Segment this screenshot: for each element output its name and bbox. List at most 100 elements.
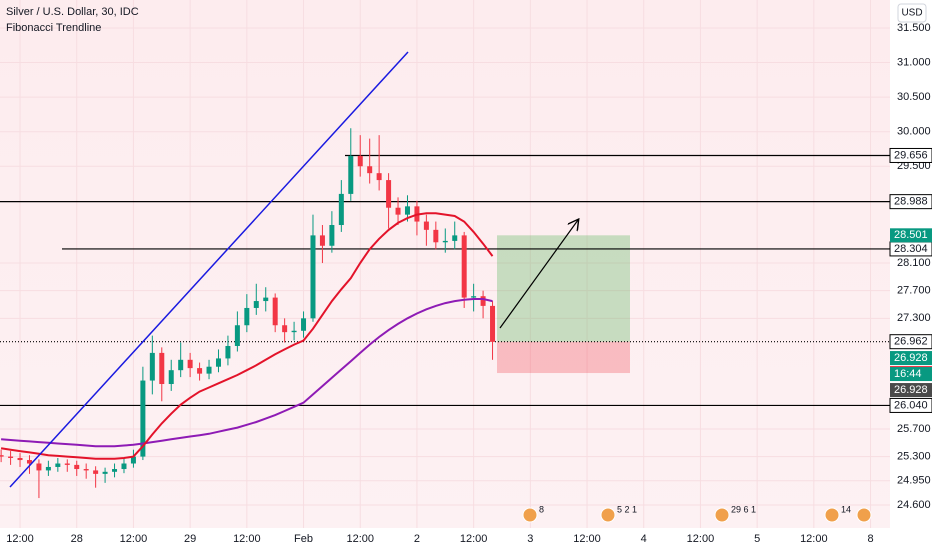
x-tick-label: 12:00 <box>6 533 34 545</box>
price-badge <box>890 383 932 398</box>
x-tick-label: 8 <box>867 533 873 545</box>
event-label: 29 6 1 <box>731 504 756 514</box>
loss-zone <box>497 341 630 374</box>
candle-body <box>215 358 221 367</box>
y-tick-label: 24.950 <box>897 475 931 487</box>
y-tick-label: 28.100 <box>897 257 931 269</box>
candle-body <box>310 235 316 319</box>
x-tick-label: Feb <box>294 533 313 545</box>
y-tick-label: 31.500 <box>897 22 931 34</box>
candle-body <box>187 359 193 369</box>
price-badge-label: 26.928 <box>894 384 928 396</box>
level-badge-label: 28.988 <box>894 196 928 208</box>
y-tick-label: 25.700 <box>897 423 931 435</box>
x-tick-label: 28 <box>71 533 83 545</box>
candle-body <box>442 240 448 243</box>
event-icon <box>824 507 840 523</box>
candle-body <box>253 301 259 308</box>
event-label: 14 <box>841 504 851 514</box>
y-tick-label: 27.300 <box>897 312 931 324</box>
x-tick-label: 12:00 <box>573 533 601 545</box>
x-tick-label: 29 <box>184 533 196 545</box>
candle-body <box>319 235 325 246</box>
x-tick-label: 12:00 <box>800 533 828 545</box>
y-tick-label: 25.300 <box>897 450 931 462</box>
countdown-badge <box>890 367 932 382</box>
x-tick-label: 2 <box>414 533 420 545</box>
indicator-name: Fibonacci Trendline <box>6 22 101 34</box>
candle-body <box>423 221 429 230</box>
candle-body <box>471 296 477 298</box>
y-tick-label: 29.500 <box>897 160 931 172</box>
candle-body <box>130 456 136 464</box>
x-tick-label: 12:00 <box>460 533 488 545</box>
candle-body <box>291 330 297 333</box>
target-badge <box>890 228 932 243</box>
candle-body <box>45 466 51 471</box>
candle-body <box>93 470 99 474</box>
candle-body <box>102 471 108 474</box>
candle-body <box>329 225 335 246</box>
level-badge <box>889 194 932 210</box>
currency-button[interactable] <box>897 3 927 23</box>
candle-body <box>206 366 212 374</box>
candle-body <box>83 469 89 471</box>
time-axis <box>0 528 890 550</box>
candle-body <box>74 464 80 470</box>
countdown-badge-label: 16:44 <box>894 368 922 380</box>
level-badge <box>889 397 932 413</box>
candle-body <box>338 193 344 226</box>
candle-body <box>8 456 14 458</box>
price-axis <box>890 0 932 550</box>
candle-body <box>112 469 118 472</box>
candle-body <box>178 359 184 371</box>
event-icon <box>600 507 616 523</box>
candle-body <box>17 457 23 461</box>
level-badge-label: 29.656 <box>894 149 928 161</box>
candle-body <box>490 305 496 342</box>
x-tick-label: 12:00 <box>687 533 715 545</box>
level-badge <box>889 334 932 350</box>
level-badge <box>889 147 932 163</box>
target-badge-label: 28.501 <box>894 229 928 241</box>
candle-body <box>121 463 127 470</box>
level-badge-label: 26.040 <box>894 399 928 411</box>
x-tick-label: 4 <box>641 533 647 545</box>
candle-body <box>461 235 467 298</box>
candle-body <box>197 368 203 374</box>
y-tick-label: 30.000 <box>897 126 931 138</box>
level-badge-label: 26.962 <box>894 336 928 348</box>
candle-body <box>376 173 382 181</box>
y-tick-label: 24.600 <box>897 499 931 511</box>
candle-body <box>26 460 32 464</box>
y-tick-label: 31.000 <box>897 56 931 68</box>
candle-body <box>357 155 363 167</box>
candle-body <box>225 345 231 359</box>
event-icon <box>714 507 730 523</box>
candle-body <box>140 380 146 457</box>
profit-zone <box>497 235 630 342</box>
event-icon <box>856 507 872 523</box>
candle-body <box>149 352 155 381</box>
trendline <box>9 51 409 488</box>
candle-body <box>395 207 401 215</box>
candle-body <box>263 297 269 302</box>
candle-body <box>36 463 42 471</box>
candle-body <box>55 463 61 467</box>
price-badge <box>890 351 932 366</box>
x-tick-label: 12:00 <box>233 533 261 545</box>
candle-body <box>386 180 392 208</box>
event-label: 8 <box>539 504 544 514</box>
event-label: 5 2 1 <box>617 504 637 514</box>
level-badge-label: 28.304 <box>894 243 928 255</box>
projection-arrow <box>499 220 578 329</box>
x-tick-label: 12:00 <box>346 533 374 545</box>
candle-body <box>282 325 288 333</box>
candle-body <box>404 206 410 215</box>
candle-body <box>234 325 240 346</box>
candle-body <box>452 235 458 241</box>
x-tick-label: 3 <box>527 533 533 545</box>
candle-body <box>159 352 165 385</box>
candle-body <box>480 296 486 306</box>
candle-body <box>301 318 307 331</box>
